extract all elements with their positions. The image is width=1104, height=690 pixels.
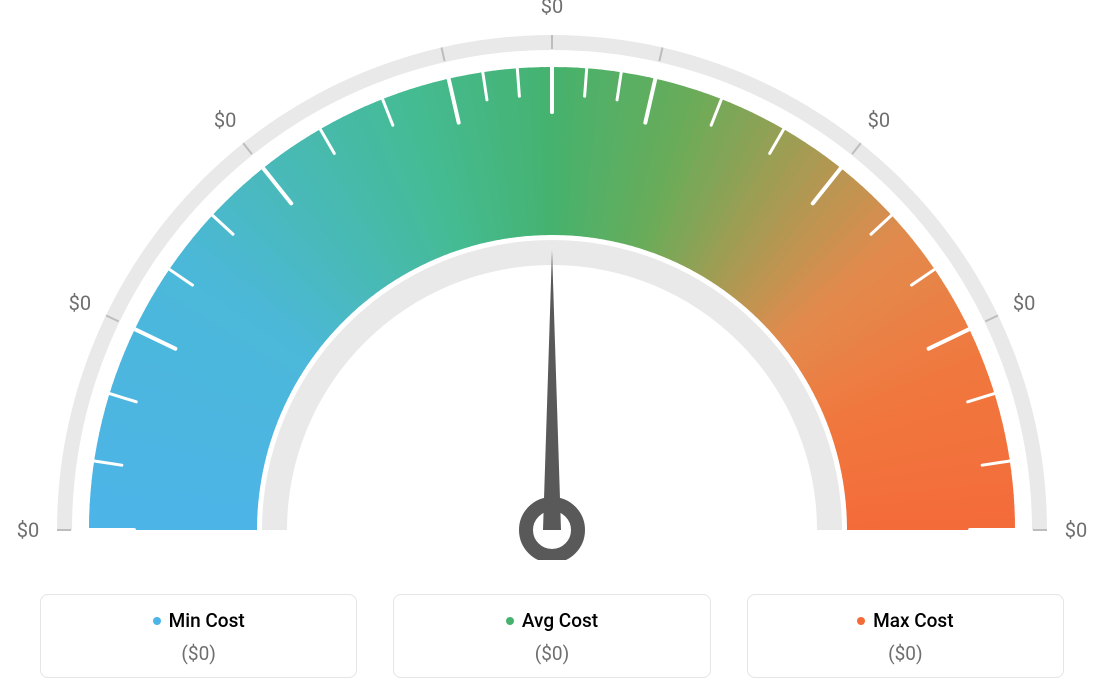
legend-title-min: Min Cost (153, 609, 245, 632)
legend-value-max: ($0) (748, 642, 1063, 665)
gauge-tick-label: $0 (69, 291, 91, 315)
gauge-tick-label: $0 (541, 0, 563, 18)
legend-dot-max (857, 617, 865, 625)
legend-label-max: Max Cost (873, 609, 953, 632)
gauge-chart: $0 $0 $0 $0 $0 $0 $0 (0, 0, 1104, 560)
legend-card-min: Min Cost ($0) (40, 594, 357, 678)
gauge-tick-label: $0 (214, 108, 236, 132)
legend-title-max: Max Cost (857, 609, 953, 632)
legend-value-avg: ($0) (394, 642, 709, 665)
legend-dot-min (153, 617, 161, 625)
gauge-tick-label: $0 (1065, 518, 1087, 542)
legend-label-min: Min Cost (169, 609, 245, 632)
legend-dot-avg (506, 617, 514, 625)
gauge-tick-label: $0 (868, 108, 890, 132)
legend-value-min: ($0) (41, 642, 356, 665)
gauge-tick-label: $0 (1013, 291, 1035, 315)
legend-row: Min Cost ($0) Avg Cost ($0) Max Cost ($0… (0, 594, 1104, 678)
legend-card-max: Max Cost ($0) (747, 594, 1064, 678)
legend-card-avg: Avg Cost ($0) (393, 594, 710, 678)
legend-label-avg: Avg Cost (522, 609, 598, 632)
gauge-tick-label: $0 (17, 518, 39, 542)
gauge-svg (0, 0, 1104, 560)
legend-title-avg: Avg Cost (506, 609, 598, 632)
